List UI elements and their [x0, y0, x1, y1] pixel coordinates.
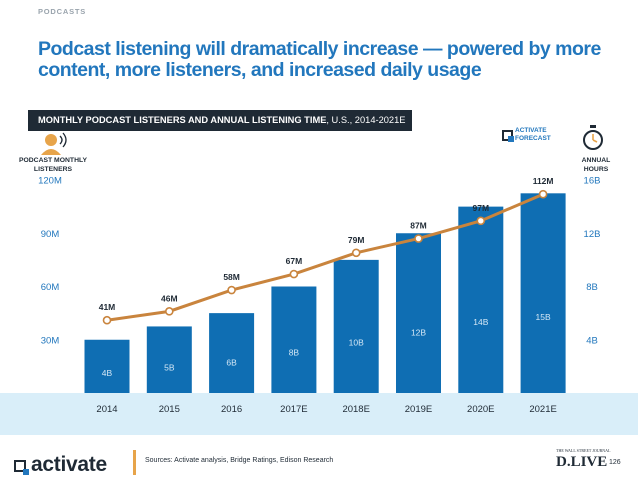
bar-label-2017E: 8B	[289, 348, 300, 358]
stopwatch-icon	[583, 125, 603, 150]
bar-2019E	[396, 233, 441, 393]
listeners-label-2020E: 97M	[473, 203, 490, 213]
right-tick-16B: 16B	[584, 176, 601, 187]
x-tick-2014: 2014	[96, 404, 117, 415]
section-label: PODCASTS	[38, 7, 87, 16]
bar-label-2021E: 15B	[536, 312, 551, 322]
listeners-point-2017E	[289, 269, 299, 279]
listeners-point-2019E	[414, 234, 423, 243]
listeners-label-2019E: 87M	[410, 221, 427, 231]
left-tick-60M: 60M	[41, 282, 60, 293]
chart-subtitle-main: MONTHLY PODCAST LISTENERS AND ANNUAL LIS…	[38, 115, 327, 125]
listeners-label-2017E: 67M	[286, 256, 303, 266]
wsj-label: THE WALL STREET JOURNAL	[556, 448, 611, 453]
listeners-line	[106, 192, 544, 322]
x-tick-2018E: 2018E	[342, 404, 369, 415]
activate-logo: activate	[14, 453, 107, 477]
category-band	[0, 393, 638, 435]
bar-2020E	[458, 206, 504, 393]
forecast-icon	[502, 130, 514, 142]
x-tick-2015: 2015	[159, 404, 180, 415]
source-note: Sources: Activate analysis, Bridge Ratin…	[145, 457, 334, 464]
activate-logo-text: activate	[31, 453, 107, 476]
bar-2016	[209, 313, 255, 393]
bar-label-2020E: 14B	[473, 317, 488, 327]
forecast-label-line2: FORECAST	[515, 135, 551, 142]
listeners-point-2015	[165, 307, 174, 316]
right-tick-4B: 4B	[586, 335, 598, 346]
listeners-point-2014	[102, 315, 112, 325]
bar-label-2018E: 10B	[349, 337, 364, 347]
bar-label-2014: 4B	[102, 368, 113, 378]
left-axis-title-line2: LISTENERS	[33, 165, 73, 173]
x-tick-2016: 2016	[221, 404, 242, 415]
activate-logo-icon	[14, 460, 29, 475]
right-tick-8B: 8B	[586, 282, 598, 293]
bar-label-2015: 5B	[164, 363, 175, 373]
chart-subtitle-detail: , U.S., 2014-2021E	[326, 115, 406, 125]
left-axis-title: PODCAST MONTHLY LISTENERS	[8, 157, 98, 174]
listeners-label-2015: 46M	[161, 293, 178, 303]
bar-label-2016: 6B	[226, 358, 237, 368]
listeners-label-2021E: 112M	[533, 176, 554, 186]
right-axis-title: ANNUAL HOURS	[575, 157, 617, 174]
x-tick-2021E: 2021E	[529, 404, 556, 415]
listeners-point-2020E	[476, 216, 486, 226]
forecast-label-line1: ACTIVATE	[515, 127, 547, 134]
bar-2014	[84, 339, 130, 393]
bar-2018E	[333, 259, 379, 393]
chart-subtitle: MONTHLY PODCAST LISTENERS AND ANNUAL LIS…	[38, 115, 405, 125]
page-title: Podcast listening will dramatically incr…	[38, 38, 601, 81]
listeners-label-2018E: 79M	[348, 235, 365, 245]
chart-banner: MONTHLY PODCAST LISTENERS AND ANNUAL LIS…	[28, 110, 412, 131]
page-number: 126	[609, 459, 621, 466]
left-tick-90M: 90M	[41, 229, 60, 240]
bar-label-2019E: 12B	[411, 327, 426, 337]
bar-2017E	[271, 286, 317, 393]
dlive-logo: D.LIVE	[556, 454, 608, 470]
listeners-label-2016: 58M	[223, 272, 240, 282]
listeners-point-2021E	[538, 189, 548, 199]
listeners-label-2014: 41M	[99, 302, 116, 312]
footer-divider	[133, 450, 136, 475]
x-tick-2019E: 2019E	[405, 404, 432, 415]
listeners-point-2018E	[351, 248, 361, 258]
x-tick-2020E: 2020E	[467, 404, 494, 415]
right-tick-12B: 12B	[584, 229, 601, 240]
bar-2015	[146, 326, 192, 393]
right-axis-title-line2: HOURS	[583, 165, 609, 173]
left-tick-30M: 30M	[41, 335, 60, 346]
bar-2021E	[520, 193, 566, 393]
person-icon	[41, 132, 67, 155]
listeners-point-2016	[227, 285, 236, 295]
x-tick-2017E: 2017E	[280, 404, 307, 415]
forecast-label: ACTIVATE FORECAST	[515, 127, 551, 143]
left-axis-title-line1: PODCAST MONTHLY	[18, 157, 88, 164]
left-tick-120M: 120M	[38, 176, 62, 187]
right-axis-title-line1: ANNUAL	[581, 157, 611, 164]
